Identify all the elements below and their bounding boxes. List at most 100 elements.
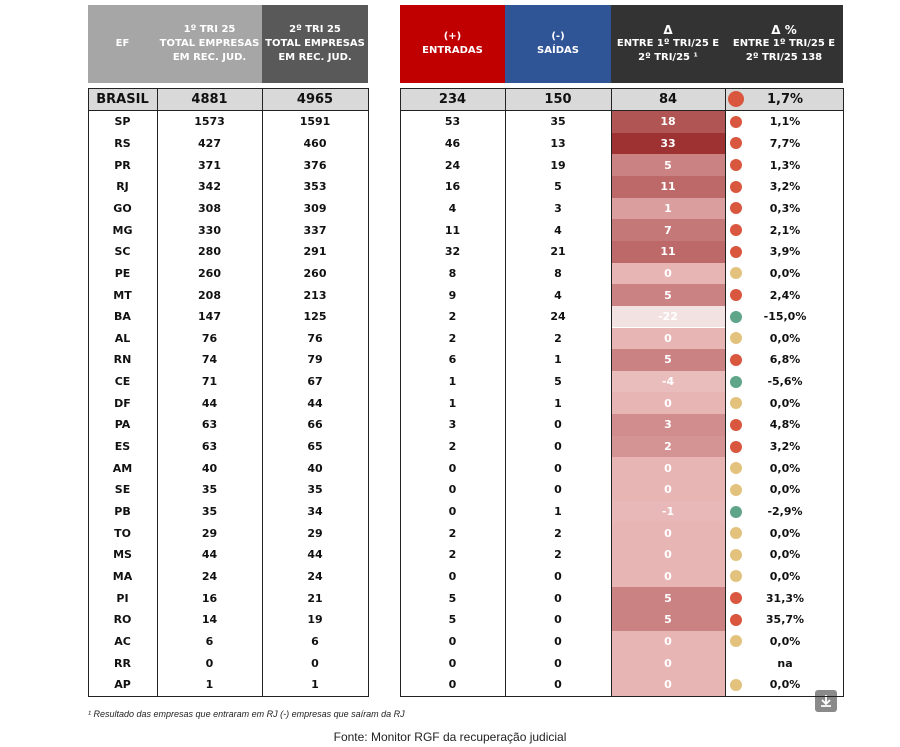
cell-in: 1 bbox=[448, 396, 457, 410]
border bbox=[88, 88, 369, 89]
cell-in: 2 bbox=[448, 310, 457, 324]
cell-in: 0 bbox=[448, 505, 457, 518]
cell-q2: 40 bbox=[307, 461, 323, 475]
cell-delta: 0 bbox=[611, 457, 725, 480]
cell-ef: PA bbox=[114, 418, 131, 432]
status-dot bbox=[730, 505, 742, 518]
cell-out: 0 bbox=[554, 656, 562, 670]
cell-q2: 76 bbox=[307, 331, 323, 345]
border bbox=[400, 88, 844, 89]
cell-pct: 0,0% bbox=[769, 526, 801, 540]
cell-ef: SE bbox=[114, 483, 131, 497]
border bbox=[262, 88, 263, 696]
cell-q2: 213 bbox=[303, 288, 327, 302]
cell-pct: 2,1% bbox=[769, 223, 801, 237]
status-dot bbox=[730, 548, 742, 561]
status-dot bbox=[730, 115, 742, 128]
cell-ef: MT bbox=[113, 288, 132, 302]
border bbox=[368, 88, 369, 696]
cell-in: 4 bbox=[448, 201, 457, 215]
cell-q2: 460 bbox=[303, 136, 327, 150]
status-dot bbox=[730, 353, 742, 366]
column-header: (+) ENTRADAS bbox=[400, 5, 505, 83]
cell-q1: 147 bbox=[198, 310, 221, 324]
cell-ef: BA bbox=[114, 310, 131, 324]
cell-out: 1 bbox=[554, 353, 562, 367]
cell-q1: 1 bbox=[205, 678, 214, 692]
cell-delta: 2 bbox=[611, 435, 725, 458]
status-dot bbox=[730, 159, 742, 172]
border bbox=[611, 88, 612, 696]
status-dot bbox=[730, 397, 742, 410]
cell-in: 0 bbox=[448, 656, 457, 670]
status-dot bbox=[730, 483, 742, 496]
cell-delta: 5 bbox=[611, 349, 725, 371]
cell-out: 5 bbox=[554, 180, 562, 194]
status-dot bbox=[730, 592, 742, 605]
cell-out: 1 bbox=[554, 396, 562, 410]
cell-delta: 0 bbox=[611, 479, 725, 501]
status-dot bbox=[730, 180, 742, 193]
cell-out: 13 bbox=[550, 136, 566, 150]
cell-q1: 63 bbox=[201, 440, 218, 454]
cell-delta: 0 bbox=[611, 262, 725, 285]
download-button[interactable] bbox=[815, 690, 837, 712]
cell-pct: 3,9% bbox=[769, 245, 801, 259]
cell-q1: 76 bbox=[201, 331, 218, 345]
cell-delta: 7 bbox=[611, 219, 725, 241]
header-line: 1º TRI 25 bbox=[183, 24, 236, 35]
cell-delta: 0 bbox=[611, 522, 725, 544]
cell-pct: 4,8% bbox=[769, 418, 801, 432]
cell-in: 234 bbox=[438, 91, 467, 107]
border bbox=[88, 110, 369, 111]
border bbox=[400, 110, 844, 111]
cell-out: 0 bbox=[554, 569, 562, 583]
cell-in: 11 bbox=[444, 223, 461, 237]
cell-q2: 19 bbox=[307, 613, 323, 627]
cell-out: 0 bbox=[554, 613, 562, 627]
cell-out: 0 bbox=[554, 591, 562, 605]
cell-out: 0 bbox=[554, 418, 562, 432]
cell-pct: 1,1% bbox=[769, 115, 801, 129]
cell-ef: PE bbox=[114, 266, 131, 280]
cell-out: 4 bbox=[554, 288, 562, 302]
cell-pct: 0,0% bbox=[769, 678, 801, 692]
cell-in: 8 bbox=[448, 266, 457, 280]
cell-delta: 33 bbox=[611, 132, 725, 155]
cell-in: 0 bbox=[448, 678, 457, 692]
cell-ef: AL bbox=[114, 331, 131, 345]
header-line: ENTRE 1º TRI/25 E bbox=[732, 38, 836, 49]
cell-pct: 3,2% bbox=[769, 440, 801, 454]
cell-ef: ES bbox=[114, 440, 131, 454]
cell-pct: 3,2% bbox=[769, 180, 801, 194]
status-dot bbox=[730, 527, 742, 540]
cell-out: 2 bbox=[554, 548, 562, 562]
cell-in: 0 bbox=[448, 483, 457, 497]
cell-in: 1 bbox=[448, 375, 457, 389]
status-dot bbox=[730, 418, 742, 431]
header-line: EF bbox=[115, 38, 130, 49]
cell-ef: RN bbox=[113, 353, 132, 367]
cell-pct: 2,4% bbox=[769, 288, 801, 302]
column-header: 2º TRI 25 TOTAL EMPRESAS EM REC. JUD. bbox=[262, 5, 368, 83]
cell-q1: 371 bbox=[198, 158, 221, 172]
cell-q1: 74 bbox=[201, 353, 218, 367]
cell-delta: 5 bbox=[611, 587, 725, 609]
cell-q1: 208 bbox=[198, 288, 221, 302]
border bbox=[505, 88, 506, 696]
cell-q1: 71 bbox=[201, 375, 218, 389]
cell-pct: -15,0% bbox=[763, 310, 807, 324]
status-dot bbox=[730, 678, 742, 691]
header-line: 2º TRI/25 138 bbox=[745, 52, 823, 63]
border bbox=[725, 88, 726, 696]
cell-ef: PB bbox=[114, 505, 131, 518]
cell-in: 0 bbox=[448, 569, 457, 583]
cell-pct: 0,0% bbox=[769, 266, 801, 280]
cell-in: 24 bbox=[444, 158, 461, 172]
cell-q1: 0 bbox=[205, 656, 214, 670]
cell-in: 2 bbox=[448, 526, 457, 540]
cell-in: 2 bbox=[448, 331, 457, 345]
cell-q2: 29 bbox=[307, 526, 323, 540]
cell-out: 2 bbox=[554, 331, 562, 345]
